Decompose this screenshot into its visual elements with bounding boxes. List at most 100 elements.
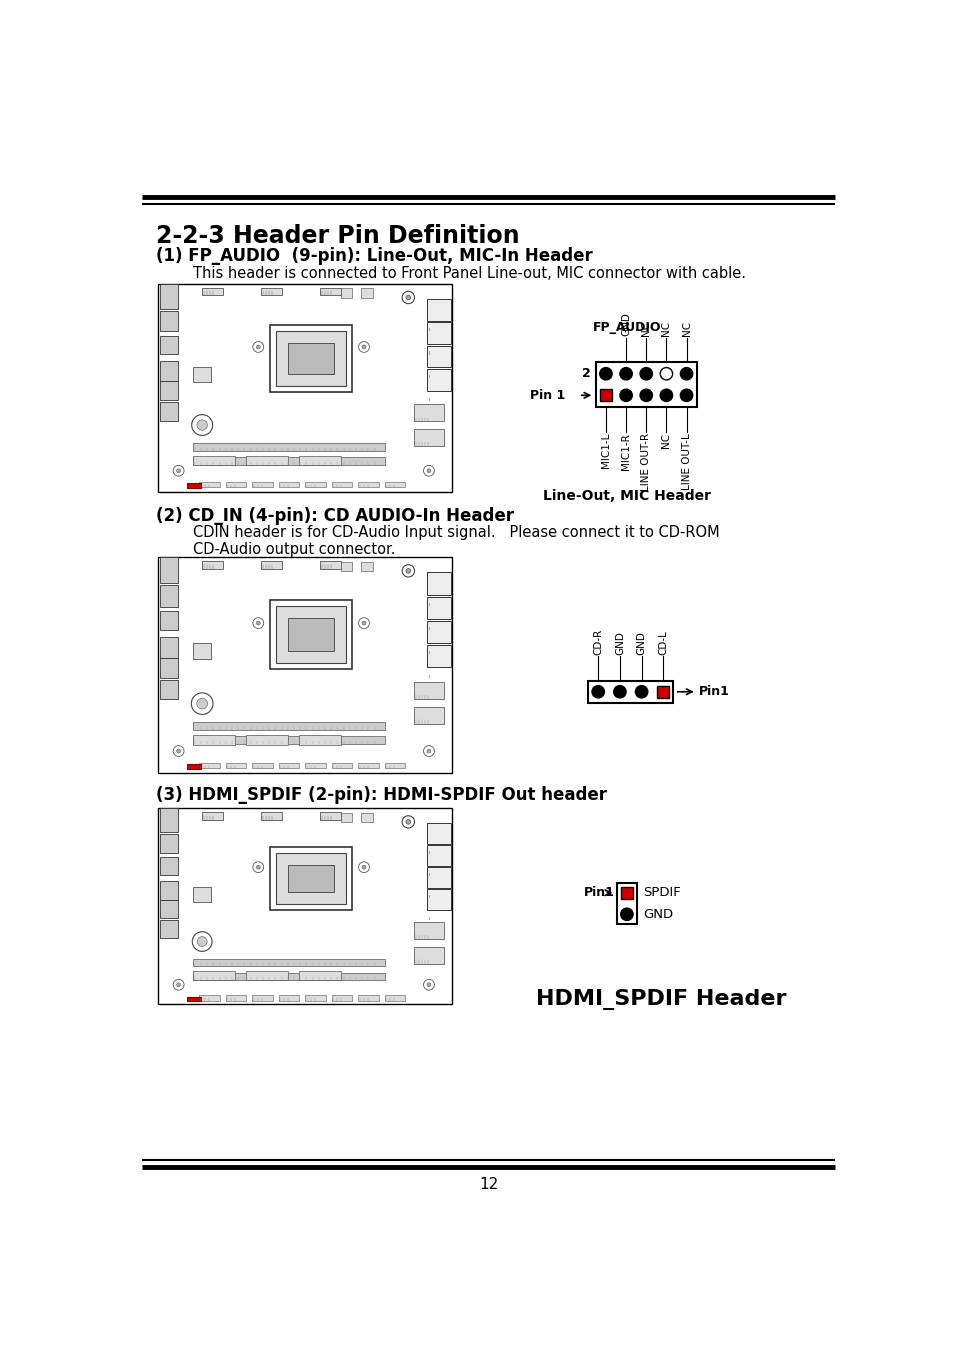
Text: HDMI_SPDIF Header: HDMI_SPDIF Header (536, 990, 786, 1010)
Circle shape (173, 466, 184, 477)
Bar (340, 813, 352, 822)
Bar (429, 602, 430, 606)
Circle shape (639, 389, 652, 401)
Bar (226, 763, 246, 768)
Bar (193, 887, 211, 902)
Bar (384, 995, 405, 1000)
Bar (160, 919, 178, 938)
Bar (427, 824, 451, 844)
Bar (429, 895, 430, 898)
Text: LINE OUT-L: LINE OUT-L (680, 433, 691, 490)
Text: MIC1-L: MIC1-L (600, 433, 610, 468)
Bar (358, 995, 378, 1000)
Bar (246, 971, 287, 980)
Bar (361, 813, 373, 822)
Bar (414, 707, 443, 724)
Bar (193, 456, 234, 464)
Bar (358, 482, 378, 487)
Text: GND: GND (620, 312, 631, 336)
Circle shape (256, 346, 260, 348)
Bar (332, 482, 352, 487)
Bar (429, 626, 430, 630)
Circle shape (402, 292, 415, 304)
Circle shape (173, 745, 184, 756)
Bar (270, 601, 352, 670)
Bar (278, 995, 299, 1000)
Circle shape (599, 367, 612, 379)
Circle shape (173, 979, 184, 990)
Bar (160, 659, 178, 678)
Text: FP_AUDIO: FP_AUDIO (592, 321, 660, 335)
Circle shape (402, 564, 415, 576)
Circle shape (402, 815, 415, 828)
Bar (160, 857, 178, 875)
Text: LINE OUT-R: LINE OUT-R (640, 433, 651, 491)
Text: GND: GND (615, 630, 624, 655)
Text: CD-R: CD-R (593, 629, 602, 655)
Circle shape (197, 937, 207, 946)
Bar (246, 736, 287, 745)
Bar (429, 917, 430, 921)
Bar (299, 971, 340, 980)
Circle shape (427, 749, 431, 753)
Circle shape (362, 865, 366, 869)
Bar (288, 865, 334, 892)
Bar (160, 336, 178, 354)
Bar (193, 643, 211, 659)
Bar (261, 288, 281, 296)
Bar (427, 346, 451, 367)
Bar (596, 362, 696, 406)
Circle shape (619, 367, 632, 379)
Bar (202, 560, 223, 568)
Bar (340, 289, 352, 297)
Bar (305, 995, 326, 1000)
Circle shape (635, 686, 647, 698)
Bar (160, 310, 178, 332)
Bar (429, 651, 430, 655)
Text: This header is connected to Front Panel Line-out, MIC connector with cable.: This header is connected to Front Panel … (193, 266, 745, 281)
Bar (414, 922, 443, 940)
Bar (657, 686, 669, 698)
Text: MIC1-R: MIC1-R (620, 433, 631, 470)
Circle shape (406, 568, 410, 574)
Bar (252, 763, 273, 768)
Text: Pin 1: Pin 1 (529, 389, 564, 402)
Bar (427, 597, 451, 620)
Bar (160, 809, 178, 832)
Text: CDIN header is for CD-Audio Input signal.   Please connect it to CD-ROM: CDIN header is for CD-Audio Input signal… (193, 525, 719, 540)
Bar (332, 995, 352, 1000)
Bar (158, 809, 452, 1004)
Bar (288, 343, 334, 374)
Bar (199, 482, 219, 487)
Circle shape (423, 979, 434, 990)
Bar (587, 680, 673, 702)
Text: Line-Out, MIC Header: Line-Out, MIC Header (542, 489, 710, 504)
Bar (226, 995, 246, 1000)
Bar (193, 458, 384, 464)
Bar (187, 764, 201, 768)
Bar (160, 360, 178, 381)
Circle shape (613, 686, 625, 698)
Bar (202, 811, 223, 819)
Bar (427, 323, 451, 344)
Bar (427, 645, 451, 667)
Circle shape (176, 749, 180, 753)
Circle shape (358, 342, 369, 352)
Circle shape (592, 686, 604, 698)
Text: GND: GND (642, 907, 673, 921)
Circle shape (362, 346, 366, 348)
Bar (427, 572, 451, 595)
Bar (319, 288, 340, 296)
Text: NC: NC (680, 321, 691, 336)
Bar (275, 606, 346, 663)
Bar (193, 367, 211, 382)
Bar (193, 722, 384, 730)
Bar (160, 381, 178, 400)
Bar (160, 402, 178, 421)
Bar (193, 736, 384, 744)
Text: Pin1: Pin1 (583, 886, 615, 899)
Circle shape (406, 819, 410, 825)
Bar (246, 456, 287, 464)
Bar (427, 845, 451, 865)
Circle shape (256, 865, 260, 869)
